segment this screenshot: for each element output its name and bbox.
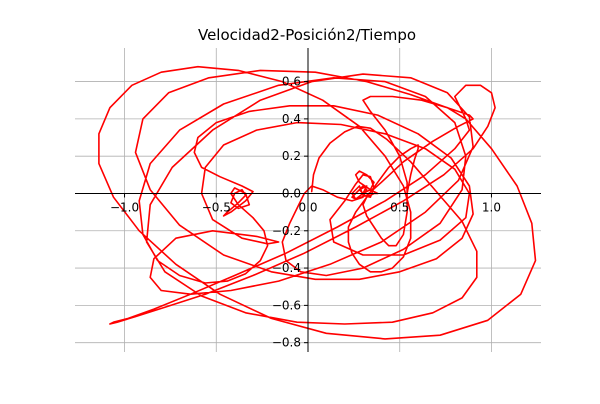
y-tick-label: 0.6	[282, 75, 301, 89]
y-tick-label: −0.4	[272, 261, 301, 275]
y-tick-label: −0.8	[272, 336, 301, 350]
x-tick-label: −0.5	[202, 200, 231, 214]
x-tick-label: 1.0	[482, 200, 501, 214]
axes-layer: −1.0 −0.5 0.0 0.5 1.0 −0.8 −0.6 −0.4 −0.2 0.0 0.2 0…	[75, 48, 541, 352]
y-tick-label: −0.6	[272, 298, 301, 312]
series-line-trajectory	[98, 65, 537, 340]
y-tick-label: 0.4	[282, 112, 301, 126]
series-layer	[98, 65, 537, 340]
x-tick-label: 0.0	[298, 200, 317, 214]
y-tick-label: 0.0	[282, 186, 301, 200]
y-tick-label: −0.2	[272, 224, 301, 238]
y-tick-label: 0.2	[282, 149, 301, 163]
chart-title: Velocidad2-Posición2/Tiempo	[198, 26, 416, 44]
x-tick-label: 0.5	[390, 200, 409, 214]
x-tick-label: −1.0	[110, 200, 139, 214]
